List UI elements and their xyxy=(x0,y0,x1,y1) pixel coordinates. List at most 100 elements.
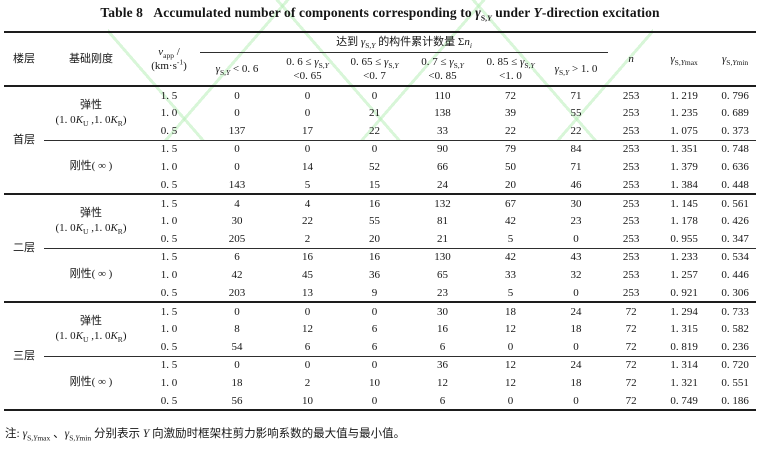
value-cell: 253 xyxy=(622,107,640,119)
value-cell: 33 xyxy=(505,269,516,281)
stiffness-cell: 刚性( ∞ ) xyxy=(44,247,138,302)
value-cell: 0. 720 xyxy=(714,355,757,374)
value-cell: 6 xyxy=(371,340,378,353)
value-cell: 72 xyxy=(625,340,637,353)
stiffness-cell: 弹性 (1. 0KU ,1. 0KR) xyxy=(44,301,138,356)
value-cell: 0 xyxy=(341,139,408,158)
value-cell: 0 xyxy=(507,340,514,353)
vapp-value-cell: 1. 5 xyxy=(138,139,200,158)
value-cell: 18 xyxy=(570,377,582,389)
vapp-value-cell: 0. 5 xyxy=(160,124,178,137)
value-cell: 43 xyxy=(544,247,609,266)
vapp-value-cell: 0. 5 xyxy=(160,232,178,245)
value-cell: 0. 582 xyxy=(721,323,749,335)
table-row: 1. 0 30 22 55 81 42 23 253 1. 178 0. 426 xyxy=(4,212,756,230)
value-cell: 23 xyxy=(570,215,582,227)
value-cell: 137 xyxy=(228,124,246,137)
value-cell: 55 xyxy=(369,215,380,227)
table-row: 1. 0 0 14 52 66 50 71 253 1. 379 0. 636 xyxy=(4,158,756,176)
footnote: 注: γS,Ymax 、γS,Ymin 分别表示 Y 向激励时框架柱剪力影响系数… xyxy=(5,428,406,443)
header-range-0-7-to-0-85: 0. 7 ≤ γS,Y <0. 85 xyxy=(408,52,477,87)
value-cell: 2 xyxy=(304,232,311,245)
value-cell: 22 xyxy=(302,215,313,227)
value-cell: 0 xyxy=(573,340,579,353)
value-cell: 0. 819 xyxy=(670,340,698,353)
value-cell: 203 xyxy=(228,286,246,299)
value-cell: 5 xyxy=(507,286,514,299)
value-cell: 6 xyxy=(371,323,378,335)
table-row: 刚性( ∞ ) 1. 5 0 0 0 36 12 24 72 1. 314 0. 720 xyxy=(4,355,757,410)
value-cell: 1. 257 xyxy=(670,269,698,281)
value-cell: 18 xyxy=(477,301,544,320)
table-row: 0. 5 137 17 22 33 22 22 253 1. 075 0. 373 xyxy=(4,122,756,140)
floor-cell: 三层 xyxy=(4,301,44,410)
value-cell: 1. 321 xyxy=(670,377,698,389)
value-cell: 1. 075 xyxy=(670,124,698,137)
value-cell: 12 xyxy=(505,377,516,389)
value-cell: 253 xyxy=(622,232,640,245)
header-range-0-85-to-1-0: 0. 85 ≤ γS,Y <1. 0 xyxy=(477,52,544,87)
value-cell: 18 xyxy=(570,323,582,335)
value-cell: 0. 955 xyxy=(670,232,698,245)
value-cell: 0 xyxy=(304,107,311,119)
value-cell: 16 xyxy=(274,247,341,266)
table-row: 二层 弹性 (1. 0KU ,1. 0KR) 1. 5 4 4 16 132 67 30 253 1.… xyxy=(4,193,757,302)
vapp-value-cell: 1. 0 xyxy=(160,269,178,281)
header-n: n xyxy=(608,32,655,87)
value-cell: 0. 373 xyxy=(721,124,749,137)
table-body: 首层 弹性 (1. 0KU ,1. 0KR) 1. 5 0 0 0 110 72 71 253 1. … xyxy=(4,86,757,410)
value-cell: 46 xyxy=(570,178,582,191)
value-cell: 0 xyxy=(573,394,579,407)
value-cell: 0. 636 xyxy=(721,161,749,173)
value-cell: 1. 233 xyxy=(654,247,715,266)
value-cell: 39 xyxy=(505,107,516,119)
value-cell: 1. 219 xyxy=(670,89,698,102)
value-cell: 0 xyxy=(200,139,274,158)
value-cell: 0. 426 xyxy=(721,215,749,227)
vapp-value-cell: 1. 0 xyxy=(160,323,178,335)
stiffness-cell: 刚性( ∞ ) xyxy=(44,355,138,410)
vapp-value-cell: 1. 0 xyxy=(160,377,178,389)
header-range-lt-0-6: γS,Y < 0. 6 xyxy=(200,52,274,87)
data-table: 楼层 基础刚度 vapp / (km·s-1) 达到 γS,Y 的构件累计数量 Σ… xyxy=(4,31,757,411)
value-cell: 32 xyxy=(570,269,582,281)
value-cell: 110 xyxy=(434,89,451,102)
value-cell: 21 xyxy=(369,107,380,119)
value-cell: 18 xyxy=(231,377,243,389)
value-cell: 12 xyxy=(477,355,544,374)
stiffness-cell: 弹性 (1. 0KU ,1. 0KR) xyxy=(55,99,127,129)
value-cell: 253 xyxy=(608,247,655,266)
value-cell: 30 xyxy=(544,193,609,212)
value-cell: 72 xyxy=(505,89,516,102)
value-cell: 1. 351 xyxy=(654,139,715,158)
vapp-value-cell: 0. 5 xyxy=(160,178,178,191)
value-cell: 0. 733 xyxy=(714,301,757,320)
value-cell: 1. 315 xyxy=(670,323,698,335)
value-cell: 1. 294 xyxy=(654,301,715,320)
header-gamma-min: γS,Ymin xyxy=(714,32,757,87)
vapp-value-cell: 0. 5 xyxy=(160,286,178,299)
table-row: 1. 0 18 2 10 12 12 18 72 1. 321 0. 551 xyxy=(4,374,756,392)
header-range-gt-1-0: γS,Y > 1. 0 xyxy=(544,52,609,87)
value-cell: 12 xyxy=(437,377,448,389)
value-cell: 24 xyxy=(544,301,609,320)
value-cell: 1. 235 xyxy=(670,107,698,119)
value-cell: 253 xyxy=(622,161,640,173)
vapp-value-cell: 1. 5 xyxy=(138,301,200,320)
value-cell: 0 xyxy=(371,89,378,102)
value-cell: 56 xyxy=(231,394,243,407)
table-row: 1. 0 8 12 6 16 12 18 72 1. 315 0. 582 xyxy=(4,320,756,338)
value-cell: 22 xyxy=(505,124,516,137)
value-cell: 1. 379 xyxy=(670,161,698,173)
value-cell: 21 xyxy=(437,232,448,245)
value-cell: 1. 384 xyxy=(670,178,698,191)
value-cell: 16 xyxy=(341,193,408,212)
value-cell: 253 xyxy=(622,286,640,299)
table-row: 1. 0 0 0 21 138 39 55 253 1. 235 0. 689 xyxy=(4,104,756,122)
value-cell: 4 xyxy=(274,193,341,212)
value-cell: 90 xyxy=(408,139,477,158)
value-cell: 20 xyxy=(505,178,516,191)
header-row-top: 楼层 基础刚度 vapp / (km·s-1) 达到 γS,Y 的构件累计数量 Σ… xyxy=(4,32,757,87)
value-cell: 12 xyxy=(505,323,516,335)
table-row: 首层 弹性 (1. 0KU ,1. 0KR) 1. 5 0 0 0 110 72 71 253 1. … xyxy=(4,86,756,147)
